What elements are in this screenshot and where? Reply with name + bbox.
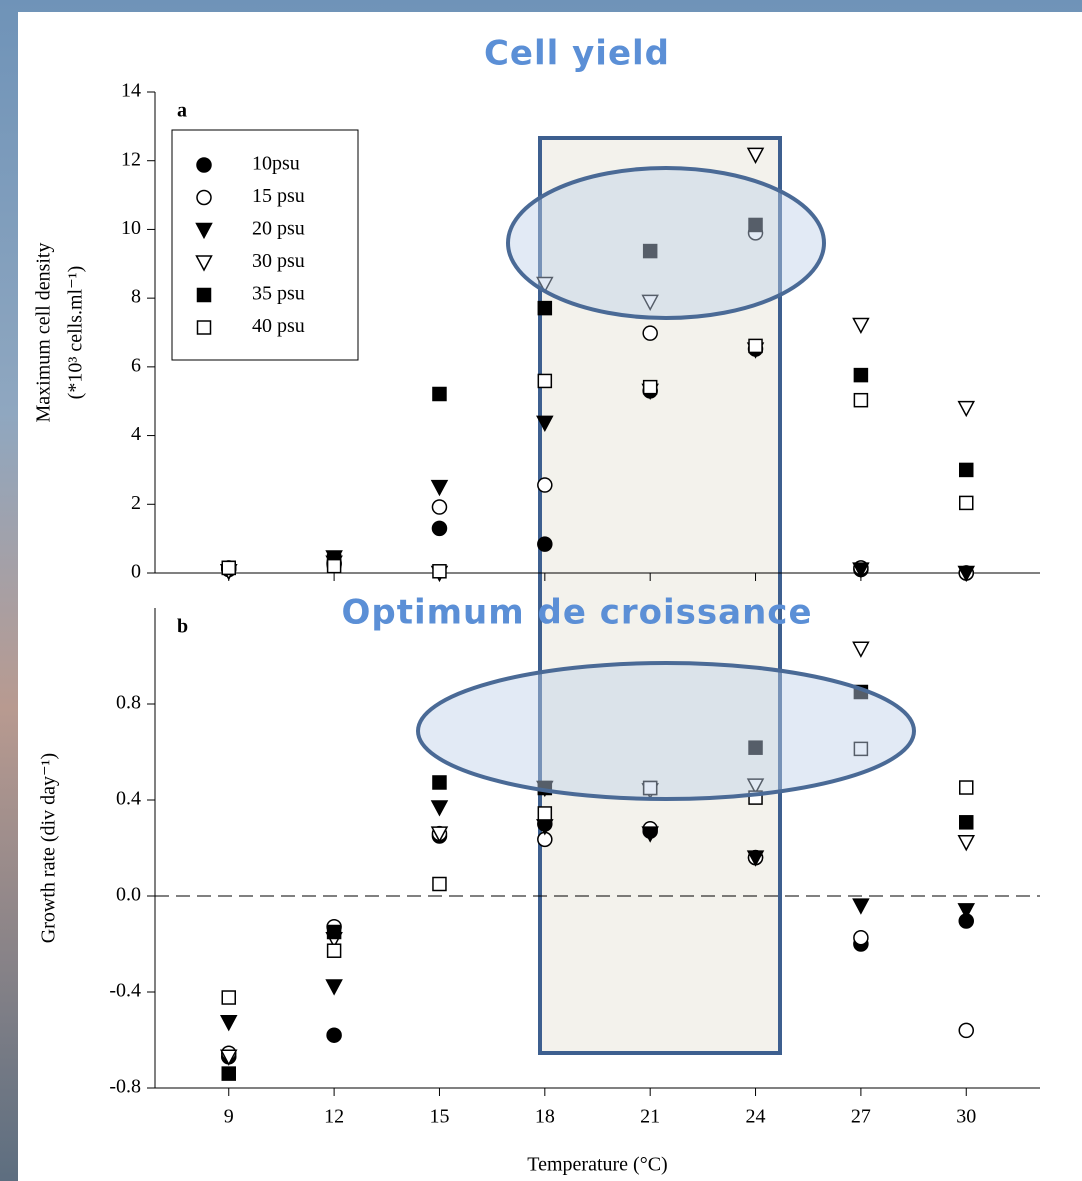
highlight-ellipse [508,168,824,318]
point [960,496,973,509]
point [749,339,762,352]
x-tick-label: 24 [746,1106,766,1128]
y-tick-label: 0.0 [116,884,141,906]
y-tick-label: -0.4 [109,980,141,1002]
y-tick-label: 8 [131,286,141,308]
point [538,374,551,387]
y-tick-label: 6 [131,354,141,376]
y-tick-label: 0.4 [116,788,141,810]
x-tick-label: 18 [535,1106,555,1128]
point [538,807,551,820]
point [644,381,657,394]
figure: 02468101214aMaximum cell density(*10³ ce… [0,0,1082,1181]
point [538,302,551,315]
point [222,561,235,574]
point [328,560,341,573]
point [327,1028,341,1042]
legend-marker [197,158,211,172]
point [854,369,867,382]
point [854,931,868,945]
legend-label: 20 psu [252,218,305,240]
point [960,781,973,794]
panel-label: a [177,100,187,122]
legend-marker [198,289,211,302]
point [959,1023,973,1037]
point [432,521,446,535]
point [538,537,552,551]
legend-label: 10psu [252,153,300,175]
y-tick-label: 10 [121,217,141,239]
point [222,1067,235,1080]
legend-label: 40 psu [252,315,305,337]
point [433,776,446,789]
point [643,326,657,340]
y-tick-label: 12 [121,148,141,170]
point [854,394,867,407]
point [432,500,446,514]
point [433,878,446,891]
legend-label: 30 psu [252,250,305,272]
y-tick-label: -0.8 [109,1076,141,1098]
point [538,478,552,492]
point [328,944,341,957]
x-tick-label: 12 [324,1106,344,1128]
y-tick-label: 0.8 [116,692,141,714]
legend-label: 15 psu [252,185,305,207]
y-tick-label: 2 [131,492,141,514]
point [433,387,446,400]
y-tick-label: 0 [131,561,141,583]
y-axis-label: Growth rate (div day⁻¹) [38,753,60,943]
x-tick-label: 15 [429,1106,449,1128]
x-tick-label: 9 [224,1106,234,1128]
legend-marker [197,191,211,205]
legend-marker [198,321,211,334]
y-tick-label: 4 [131,423,141,445]
point [222,991,235,1004]
x-axis-label: Temperature (°C) [527,1154,667,1176]
x-tick-label: 21 [640,1106,660,1128]
x-tick-label: 30 [956,1106,976,1128]
point [960,816,973,829]
y-tick-label: 14 [121,80,141,102]
y-axis-label: (*10³ cells.ml⁻¹) [65,266,87,400]
y-axis-label: Maximum cell density [33,243,55,423]
point [328,926,341,939]
legend-label: 35 psu [252,283,305,305]
panel-label: b [177,616,188,638]
point [960,463,973,476]
highlight-ellipse [418,663,914,799]
point [433,565,446,578]
annotation: Cell yield [484,34,670,74]
x-tick-label: 27 [851,1106,871,1128]
annotation: Optimum de croissance [341,593,812,633]
